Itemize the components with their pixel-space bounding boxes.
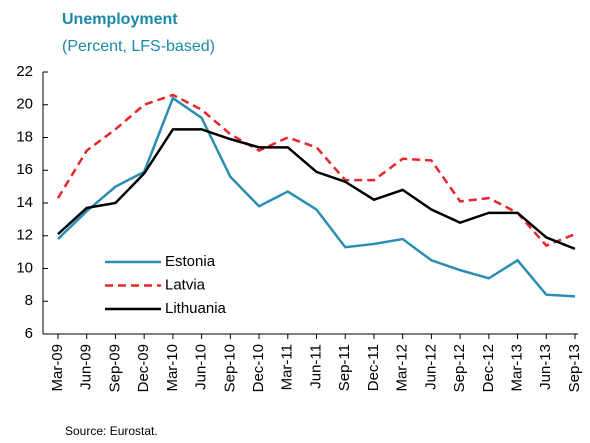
legend-label: Estonia [165,253,216,270]
x-tick-label: Jun-13 [537,344,554,390]
x-tick-label: Jun-11 [307,344,324,389]
x-tick-label: Mar-11 [279,344,296,390]
x-tick-label: Dec-10 [250,344,267,392]
series-line [56,93,576,248]
y-tick-label: 8 [25,292,33,309]
chart-title: Unemployment [62,11,178,28]
y-tick-label: 12 [16,227,33,244]
x-tick-label: Jun-10 [193,344,210,390]
x-tick-label: Mar-10 [164,344,181,392]
x-tick-label: Sep-12 [451,344,468,392]
series-line [57,128,576,251]
x-tick-label: Sep-09 [106,344,123,392]
chart-subtitle: (Percent, LFS-based) [62,38,215,55]
x-tick-label: Dec-11 [365,344,382,391]
y-tick-label: 22 [16,63,33,80]
source-note: Source: Eurostat. [65,424,158,438]
x-tick-label: Jun-12 [422,344,439,390]
x-tick-label: Dec-09 [135,344,152,392]
series-line [57,96,576,298]
x-tick-label: Sep-10 [221,344,238,392]
y-tick-label: 6 [25,325,33,342]
x-tick-label: Jun-09 [78,344,95,390]
y-tick-label: 10 [16,259,33,276]
x-tick-label: Mar-13 [509,344,526,392]
y-tick-label: 18 [16,128,33,145]
x-tick-label: Mar-12 [394,344,411,392]
y-tick-label: 20 [16,96,33,113]
legend-label: Latvia [165,276,206,293]
x-tick-label: Dec-12 [480,344,497,392]
y-tick-label: 16 [16,161,33,178]
x-tick-label: Sep-11 [336,344,353,391]
x-tick-label: Sep-13 [566,344,583,392]
x-tick-label: Mar-09 [49,344,66,392]
y-tick-label: 14 [16,194,33,211]
legend-label: Lithuania [165,300,227,317]
